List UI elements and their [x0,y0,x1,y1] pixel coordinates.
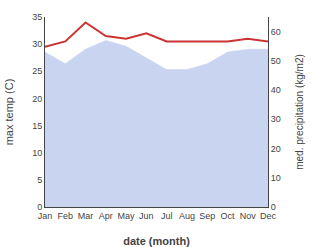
svg-text:Jan: Jan [38,211,53,221]
svg-text:0: 0 [271,202,276,212]
svg-text:0: 0 [37,202,42,212]
svg-text:20: 20 [32,94,42,104]
svg-text:20: 20 [271,144,281,154]
svg-text:30: 30 [271,114,281,124]
svg-text:Nov: Nov [240,211,257,221]
svg-text:15: 15 [32,121,42,131]
svg-text:Dec: Dec [260,211,277,221]
svg-text:Feb: Feb [58,211,74,221]
svg-text:30: 30 [32,39,42,49]
svg-text:Mar: Mar [78,211,94,221]
svg-text:40: 40 [271,85,281,95]
svg-text:Aug: Aug [179,211,195,221]
svg-text:May: May [118,211,136,221]
svg-text:60: 60 [271,27,281,37]
svg-text:Apr: Apr [99,211,113,221]
svg-text:Oct: Oct [220,211,235,221]
svg-text:10: 10 [271,173,281,183]
svg-text:10: 10 [32,148,42,158]
svg-text:35: 35 [32,12,42,22]
svg-text:5: 5 [37,175,42,185]
svg-text:50: 50 [271,56,281,66]
svg-text:date (month): date (month) [123,235,190,247]
svg-text:Sep: Sep [199,211,215,221]
svg-text:25: 25 [32,66,42,76]
svg-text:max temp (C): max temp (C) [3,79,15,146]
svg-text:med. precipitation (kg/m2): med. precipitation (kg/m2) [294,54,305,170]
svg-text:Jul: Jul [161,211,173,221]
svg-text:Jun: Jun [139,211,154,221]
